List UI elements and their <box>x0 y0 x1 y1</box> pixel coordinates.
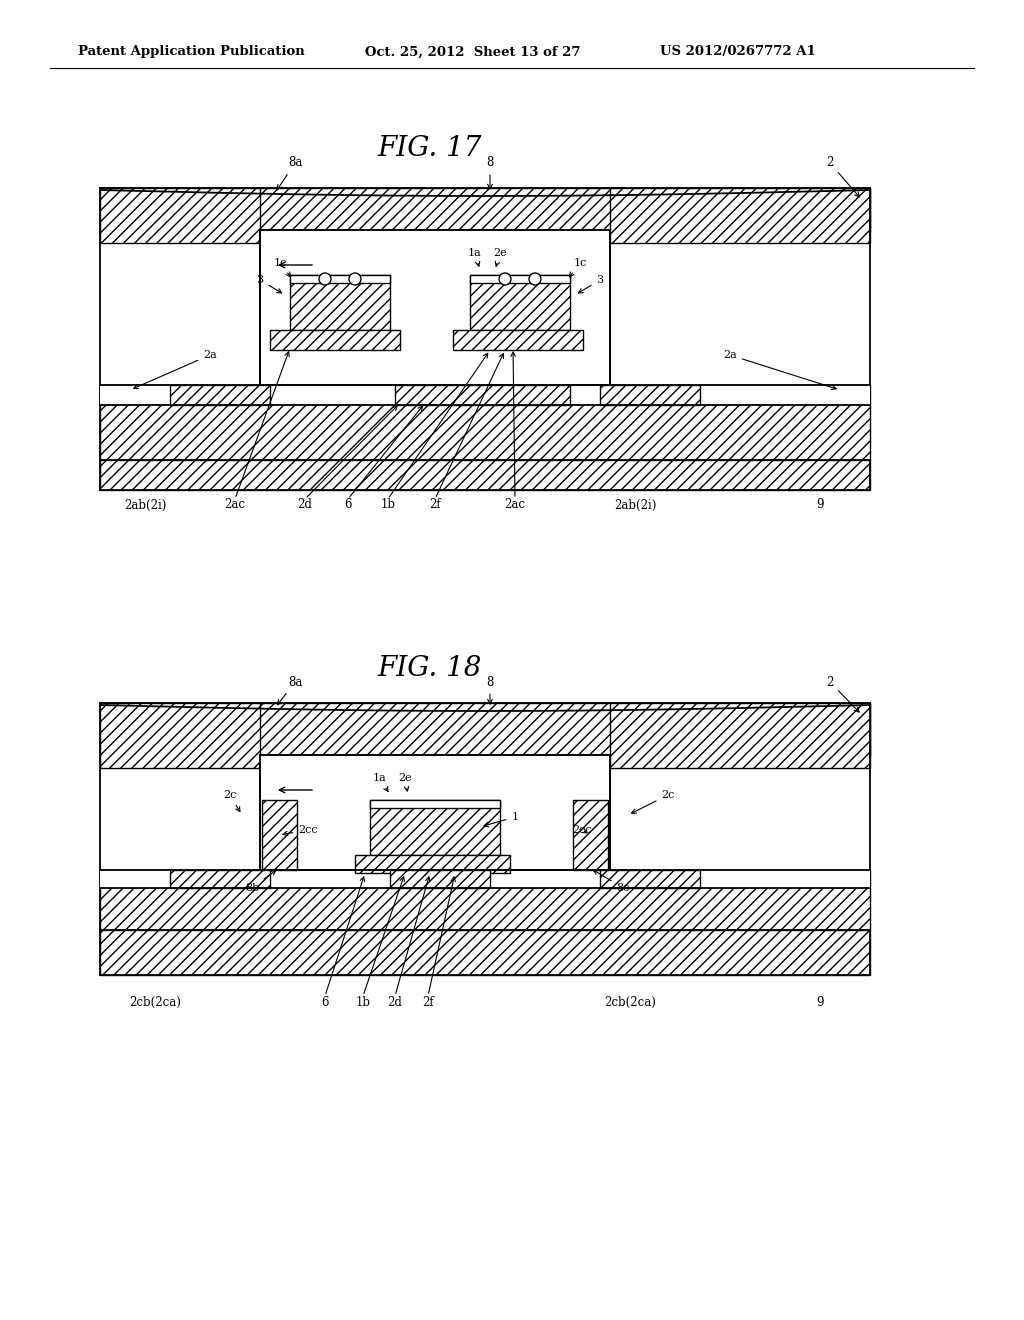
Bar <box>100 870 870 931</box>
Text: 8: 8 <box>486 157 494 189</box>
Bar <box>573 800 608 870</box>
Bar <box>100 385 870 459</box>
Bar <box>260 230 610 385</box>
Text: 6: 6 <box>322 995 329 1008</box>
Bar <box>453 330 583 350</box>
Text: FIG. 18: FIG. 18 <box>378 655 482 681</box>
Text: 2cb(2ca): 2cb(2ca) <box>129 995 181 1008</box>
Bar <box>100 870 870 888</box>
Text: 8a: 8a <box>278 157 302 190</box>
Text: 2e: 2e <box>398 774 412 791</box>
Bar <box>390 870 490 888</box>
Bar <box>100 459 870 490</box>
Text: 8c: 8c <box>594 870 630 894</box>
Circle shape <box>529 273 541 285</box>
Text: 1a: 1a <box>468 248 482 267</box>
Text: 2ac: 2ac <box>505 499 525 511</box>
Text: 1c: 1c <box>569 257 587 277</box>
Bar <box>470 275 570 330</box>
Text: 2ac: 2ac <box>224 499 246 511</box>
Bar <box>100 187 870 231</box>
Bar <box>170 870 270 888</box>
Bar <box>290 275 390 330</box>
Bar <box>100 931 870 975</box>
Text: 2cc: 2cc <box>283 825 317 836</box>
Text: 2c: 2c <box>632 789 675 813</box>
Bar <box>370 800 500 808</box>
Text: 2cc: 2cc <box>572 825 592 836</box>
Bar <box>100 187 260 243</box>
Bar <box>355 855 510 873</box>
Text: 2: 2 <box>826 157 859 197</box>
Text: US 2012/0267772 A1: US 2012/0267772 A1 <box>660 45 816 58</box>
Text: FIG. 17: FIG. 17 <box>378 135 482 161</box>
Text: 2a: 2a <box>134 350 217 388</box>
Bar <box>260 755 610 870</box>
Text: 1b: 1b <box>381 499 395 511</box>
Bar <box>100 704 260 768</box>
Bar <box>290 275 390 282</box>
Text: 8b: 8b <box>245 870 275 894</box>
Text: 3: 3 <box>579 275 603 293</box>
Text: 2cb(2ca): 2cb(2ca) <box>604 995 656 1008</box>
Text: 1a: 1a <box>373 774 388 792</box>
Bar <box>100 704 870 756</box>
Bar <box>100 185 870 459</box>
Text: 1b: 1b <box>355 995 371 1008</box>
Bar <box>100 385 870 405</box>
Text: 9: 9 <box>816 995 823 1008</box>
Text: 2d: 2d <box>298 499 312 511</box>
Circle shape <box>499 273 511 285</box>
Bar <box>470 275 570 282</box>
Text: 2d: 2d <box>387 995 402 1008</box>
Bar <box>600 385 700 405</box>
Text: 3: 3 <box>256 275 282 293</box>
Bar <box>270 330 400 350</box>
Text: 2f: 2f <box>422 995 434 1008</box>
Bar <box>262 800 297 870</box>
Text: 2a: 2a <box>723 350 837 389</box>
Circle shape <box>319 273 331 285</box>
Text: 6: 6 <box>344 499 352 511</box>
Text: 2ab(2i): 2ab(2i) <box>613 499 656 511</box>
Text: 8a: 8a <box>278 676 302 705</box>
Circle shape <box>349 273 361 285</box>
Bar <box>600 870 700 888</box>
Bar <box>610 704 870 768</box>
Bar <box>170 385 270 405</box>
Text: 2ab(2i): 2ab(2i) <box>124 499 166 511</box>
Bar <box>370 800 500 855</box>
Text: Oct. 25, 2012  Sheet 13 of 27: Oct. 25, 2012 Sheet 13 of 27 <box>365 45 581 58</box>
Text: 2e: 2e <box>494 248 507 267</box>
Bar <box>395 385 570 405</box>
Text: 1c: 1c <box>273 257 291 277</box>
Bar <box>610 187 870 243</box>
Text: 2: 2 <box>826 676 859 711</box>
Text: 8: 8 <box>486 676 494 704</box>
Text: 2f: 2f <box>429 499 440 511</box>
Bar <box>100 700 870 931</box>
Text: 9: 9 <box>816 499 823 511</box>
Text: Patent Application Publication: Patent Application Publication <box>78 45 305 58</box>
Text: 2c: 2c <box>223 789 240 812</box>
Text: 1: 1 <box>484 812 518 826</box>
